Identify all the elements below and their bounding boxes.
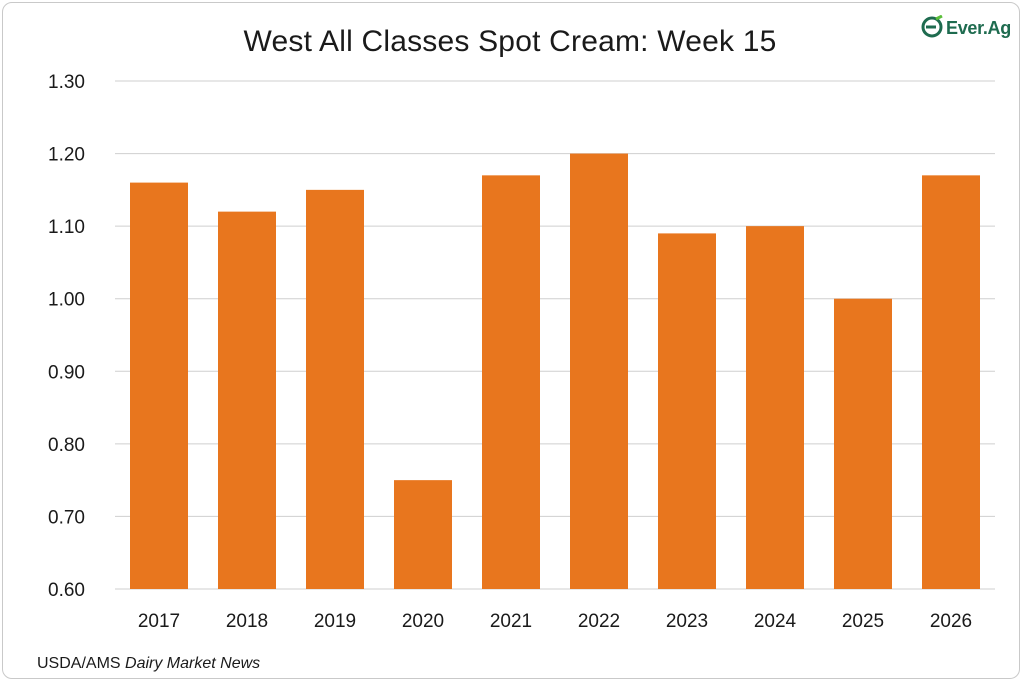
bar-2021 (482, 175, 540, 590)
source-publication: Dairy Market News (125, 655, 261, 672)
x-tick-label: 2018 (226, 611, 268, 632)
x-tick-label: 2023 (666, 611, 708, 632)
x-tick-label: 2019 (314, 611, 356, 632)
chart-title: West All Classes Spot Cream: Week 15 (243, 25, 777, 58)
bar-2022 (570, 153, 628, 590)
y-tick-label: 0.80 (48, 435, 85, 456)
bar-2026 (922, 175, 980, 590)
ever-ag-logo: Ever.Ag (921, 14, 1011, 41)
y-tick-label: 1.00 (48, 290, 85, 311)
logo-text: Ever.Ag (946, 18, 1011, 38)
y-tick-label: 0.90 (48, 362, 85, 383)
x-tick-label: 2020 (402, 611, 444, 632)
bar-chart: 0.60 0.70 0.80 0.90 1.00 1.10 1.20 1.30 2017 2018… (48, 72, 995, 632)
bar-2019 (306, 189, 364, 589)
x-tick-label: 2025 (842, 611, 884, 632)
bar-2024 (746, 226, 804, 589)
ever-ag-logo-icon (921, 14, 943, 38)
y-tick-label: 0.70 (48, 507, 85, 528)
bar-2017 (130, 182, 188, 589)
bar-2018 (218, 211, 276, 589)
y-tick-label: 0.60 (48, 580, 85, 601)
bar-2020 (394, 480, 452, 589)
x-tick-label: 2026 (930, 611, 972, 632)
y-tick-label: 1.10 (48, 217, 85, 238)
x-tick-label: 2021 (490, 611, 532, 632)
bar-2023 (658, 233, 716, 589)
bar-2025 (834, 298, 892, 589)
source-prefix: USDA/AMS (37, 655, 126, 672)
x-tick-label: 2022 (578, 611, 620, 632)
x-tick-label: 2017 (138, 611, 180, 632)
source-note: USDA/AMS Dairy Market News (37, 655, 260, 673)
y-tick-label: 1.20 (48, 145, 85, 166)
y-tick-label: 1.30 (48, 72, 85, 93)
x-tick-label: 2024 (754, 611, 797, 632)
